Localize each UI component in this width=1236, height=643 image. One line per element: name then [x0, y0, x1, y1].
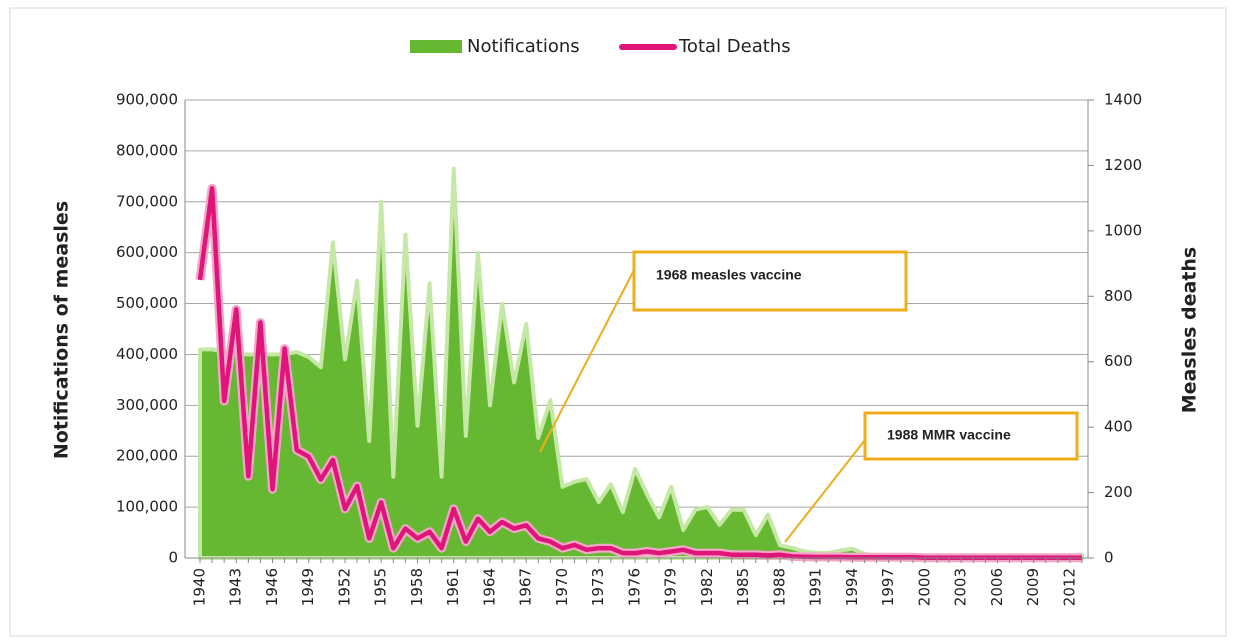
x-tick-label: 1994 — [843, 568, 861, 606]
y2-tick-label: 1400 — [1104, 91, 1142, 109]
y2-axis-title: Measles deaths — [1179, 247, 1201, 413]
y2-tick-label: 1200 — [1104, 156, 1142, 174]
x-tick-label: 1976 — [625, 568, 643, 606]
x-tick-label: 1958 — [408, 568, 426, 606]
x-tick-label: 1979 — [662, 568, 680, 606]
x-tick-label: 1952 — [335, 568, 353, 606]
y-tick-label: 500,000 — [116, 294, 178, 312]
y2-tick-label: 800 — [1104, 287, 1133, 305]
x-tick-label: 1970 — [553, 568, 571, 606]
y-tick-label: 800,000 — [116, 141, 178, 159]
y-tick-label: 700,000 — [116, 192, 178, 210]
x-tick-label: 1961 — [444, 568, 462, 606]
y2-tick-label: 200 — [1104, 483, 1133, 501]
x-tick-label: 1985 — [734, 568, 752, 606]
x-tick-label: 1991 — [807, 568, 825, 606]
y-axis-title: Notifications of measles — [51, 201, 73, 459]
annotation-box — [632, 250, 908, 312]
y-tick-label: 200,000 — [116, 447, 178, 465]
x-tick-label: 1982 — [698, 568, 716, 606]
x-tick-label: 1988 — [770, 568, 788, 606]
annotation-pointer — [784, 439, 866, 543]
x-tick-label: 2009 — [1024, 568, 1042, 606]
x-tick-label: 2003 — [952, 568, 970, 606]
legend-label: Notifications — [467, 36, 580, 57]
x-tick-label: 2006 — [988, 568, 1006, 606]
x-tick-label: 1997 — [879, 568, 897, 606]
y2-tick-label: 400 — [1104, 418, 1133, 436]
y-tick-label: 300,000 — [116, 396, 178, 414]
y-tick-label: 0 — [168, 549, 178, 567]
annotation-pointer — [539, 269, 635, 453]
y2-tick-label: 0 — [1104, 549, 1114, 567]
legend-label: Total Deaths — [678, 36, 791, 57]
legend-swatch — [410, 40, 462, 53]
annotation: 1988 MMR vaccine — [887, 427, 1011, 443]
y2-tick-label: 600 — [1104, 352, 1133, 370]
x-tick-label: 1967 — [517, 568, 535, 606]
x-tick-label: 1964 — [480, 568, 498, 606]
x-tick-label: 1973 — [589, 568, 607, 606]
annotation: 1968 measles vaccine — [656, 267, 802, 283]
x-tick-label: 2000 — [915, 568, 933, 606]
x-tick-label: 1940 — [191, 568, 209, 606]
x-tick-label: 2012 — [1060, 568, 1078, 606]
x-tick-label: 1943 — [227, 568, 245, 606]
y-tick-label: 600,000 — [116, 243, 178, 261]
y-tick-label: 100,000 — [116, 498, 178, 516]
x-tick-label: 1946 — [263, 568, 281, 606]
x-tick-label: 1955 — [372, 568, 390, 606]
y2-tick-label: 1000 — [1104, 221, 1142, 239]
y-tick-label: 900,000 — [116, 91, 178, 109]
x-tick-label: 1949 — [299, 568, 317, 606]
y-tick-label: 400,000 — [116, 345, 178, 363]
annotation-box — [863, 411, 1079, 461]
